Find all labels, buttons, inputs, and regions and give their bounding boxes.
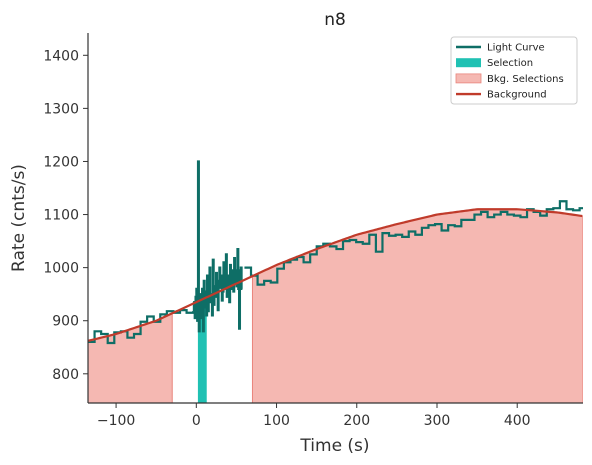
y-tick-label: 1300 bbox=[43, 101, 79, 117]
x-tick-label: −100 bbox=[97, 413, 135, 429]
x-tick-label: 200 bbox=[343, 413, 370, 429]
legend: Light Curve Selection Bkg. Selections Backg… bbox=[450, 36, 578, 105]
legend-frame bbox=[450, 36, 578, 105]
background-model-line bbox=[88, 208, 583, 342]
light-curve-series bbox=[88, 160, 583, 345]
x-tick-label: 400 bbox=[504, 413, 531, 429]
axes bbox=[87, 33, 583, 404]
y-axis-label: Rate (cnts/s) bbox=[9, 164, 29, 272]
legend-swatch-patch bbox=[456, 58, 481, 68]
bkg-selection-region-2 bbox=[251, 208, 583, 403]
y-tick-label: 1100 bbox=[43, 208, 79, 224]
bkg-selection-regions bbox=[88, 208, 583, 403]
legend-label: Light Curve bbox=[487, 43, 545, 54]
y-tick-label: 800 bbox=[52, 367, 79, 383]
y-ticks: 800 900 1000 1100 1200 1300 1400 bbox=[43, 48, 88, 383]
y-tick-label: 1000 bbox=[43, 261, 79, 277]
light-curve-segment-1 bbox=[88, 309, 200, 345]
legend-label: Selection bbox=[487, 58, 533, 69]
x-tick-label: 100 bbox=[263, 413, 290, 429]
light-curve-segment-2 bbox=[244, 200, 583, 286]
x-tick-label: 0 bbox=[192, 413, 201, 429]
y-tick-label: 1200 bbox=[43, 154, 79, 170]
legend-swatch-patch bbox=[455, 73, 482, 84]
x-ticks: −100 0 100 200 300 400 bbox=[97, 403, 531, 429]
x-tick-label: 300 bbox=[424, 413, 451, 429]
light-curve-segment-fine bbox=[192, 160, 243, 333]
y-tick-label: 900 bbox=[52, 314, 79, 330]
background-series bbox=[88, 208, 583, 342]
x-axis-label: Time (s) bbox=[299, 436, 369, 456]
chart-title: n8 bbox=[324, 10, 346, 30]
legend-label: Background bbox=[487, 90, 547, 101]
bkg-selection-region-1 bbox=[88, 312, 173, 403]
legend-label: Bkg. Selections bbox=[487, 74, 564, 85]
y-tick-label: 1400 bbox=[43, 48, 79, 64]
